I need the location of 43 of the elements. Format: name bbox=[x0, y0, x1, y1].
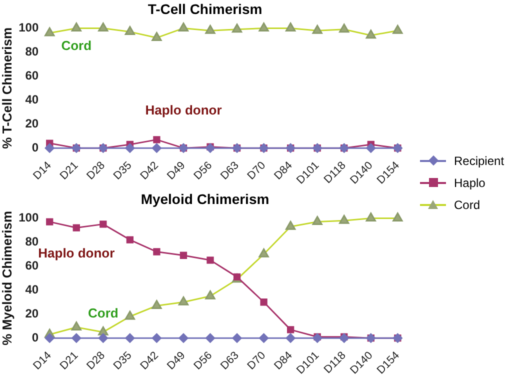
y-tick-label: 20 bbox=[25, 116, 39, 130]
x-tick-label: D42 bbox=[138, 350, 161, 372]
x-tick-label: D56 bbox=[192, 350, 215, 372]
x-tick-label: D49 bbox=[164, 160, 188, 182]
x-tick-label: D84 bbox=[272, 160, 295, 182]
legend-label: Haplo bbox=[454, 176, 486, 190]
y-tick-label: 60 bbox=[25, 68, 39, 82]
y-tick-label: 40 bbox=[25, 282, 39, 296]
y-tick-label: 0 bbox=[32, 140, 39, 154]
x-tick-label: D28 bbox=[84, 160, 108, 182]
annotation: Haplo donor bbox=[145, 102, 222, 118]
y-tick-label: 20 bbox=[25, 306, 39, 320]
x-tick-label: D63 bbox=[218, 160, 242, 182]
x-tick-label: D28 bbox=[84, 350, 108, 372]
legend-label: Recipient bbox=[454, 154, 504, 168]
x-tick-label: D49 bbox=[164, 350, 188, 372]
y-axis-title: % Myeloid Chimerism bbox=[0, 210, 14, 346]
y-tick-label: 100 bbox=[18, 20, 39, 35]
chart-title: Myeloid Chimerism bbox=[140, 190, 270, 208]
x-tick-label: D21 bbox=[58, 350, 81, 372]
y-tick-label: 60 bbox=[25, 258, 39, 272]
y-tick-label: 0 bbox=[32, 330, 39, 344]
x-tick-label: D70 bbox=[245, 160, 268, 182]
y-tick-label: 80 bbox=[25, 44, 39, 58]
chart-title: T-Cell Chimerism bbox=[146, 0, 264, 18]
x-tick-label: D84 bbox=[272, 350, 295, 372]
y-tick-label: 40 bbox=[25, 92, 39, 106]
x-tick-label: D21 bbox=[58, 160, 81, 182]
x-tick-label: D70 bbox=[245, 350, 268, 372]
y-tick-label: 100 bbox=[18, 210, 39, 225]
x-tick-label: D56 bbox=[192, 160, 215, 182]
y-tick-label: 80 bbox=[25, 234, 39, 248]
x-tick-label: D14 bbox=[31, 160, 54, 182]
x-tick-label: D35 bbox=[111, 160, 134, 182]
x-tick-label: D35 bbox=[111, 350, 134, 372]
legend-label: Cord bbox=[454, 198, 480, 212]
x-tick-label: D14 bbox=[31, 350, 54, 372]
annotation: Cord bbox=[61, 38, 92, 53]
x-tick-label: D42 bbox=[138, 160, 161, 182]
annotation: Haplo donor bbox=[38, 246, 115, 261]
annotation: Cord bbox=[88, 306, 118, 321]
y-axis-title: % T-Cell Chimerism bbox=[0, 27, 14, 149]
x-tick-label: D63 bbox=[218, 350, 242, 372]
